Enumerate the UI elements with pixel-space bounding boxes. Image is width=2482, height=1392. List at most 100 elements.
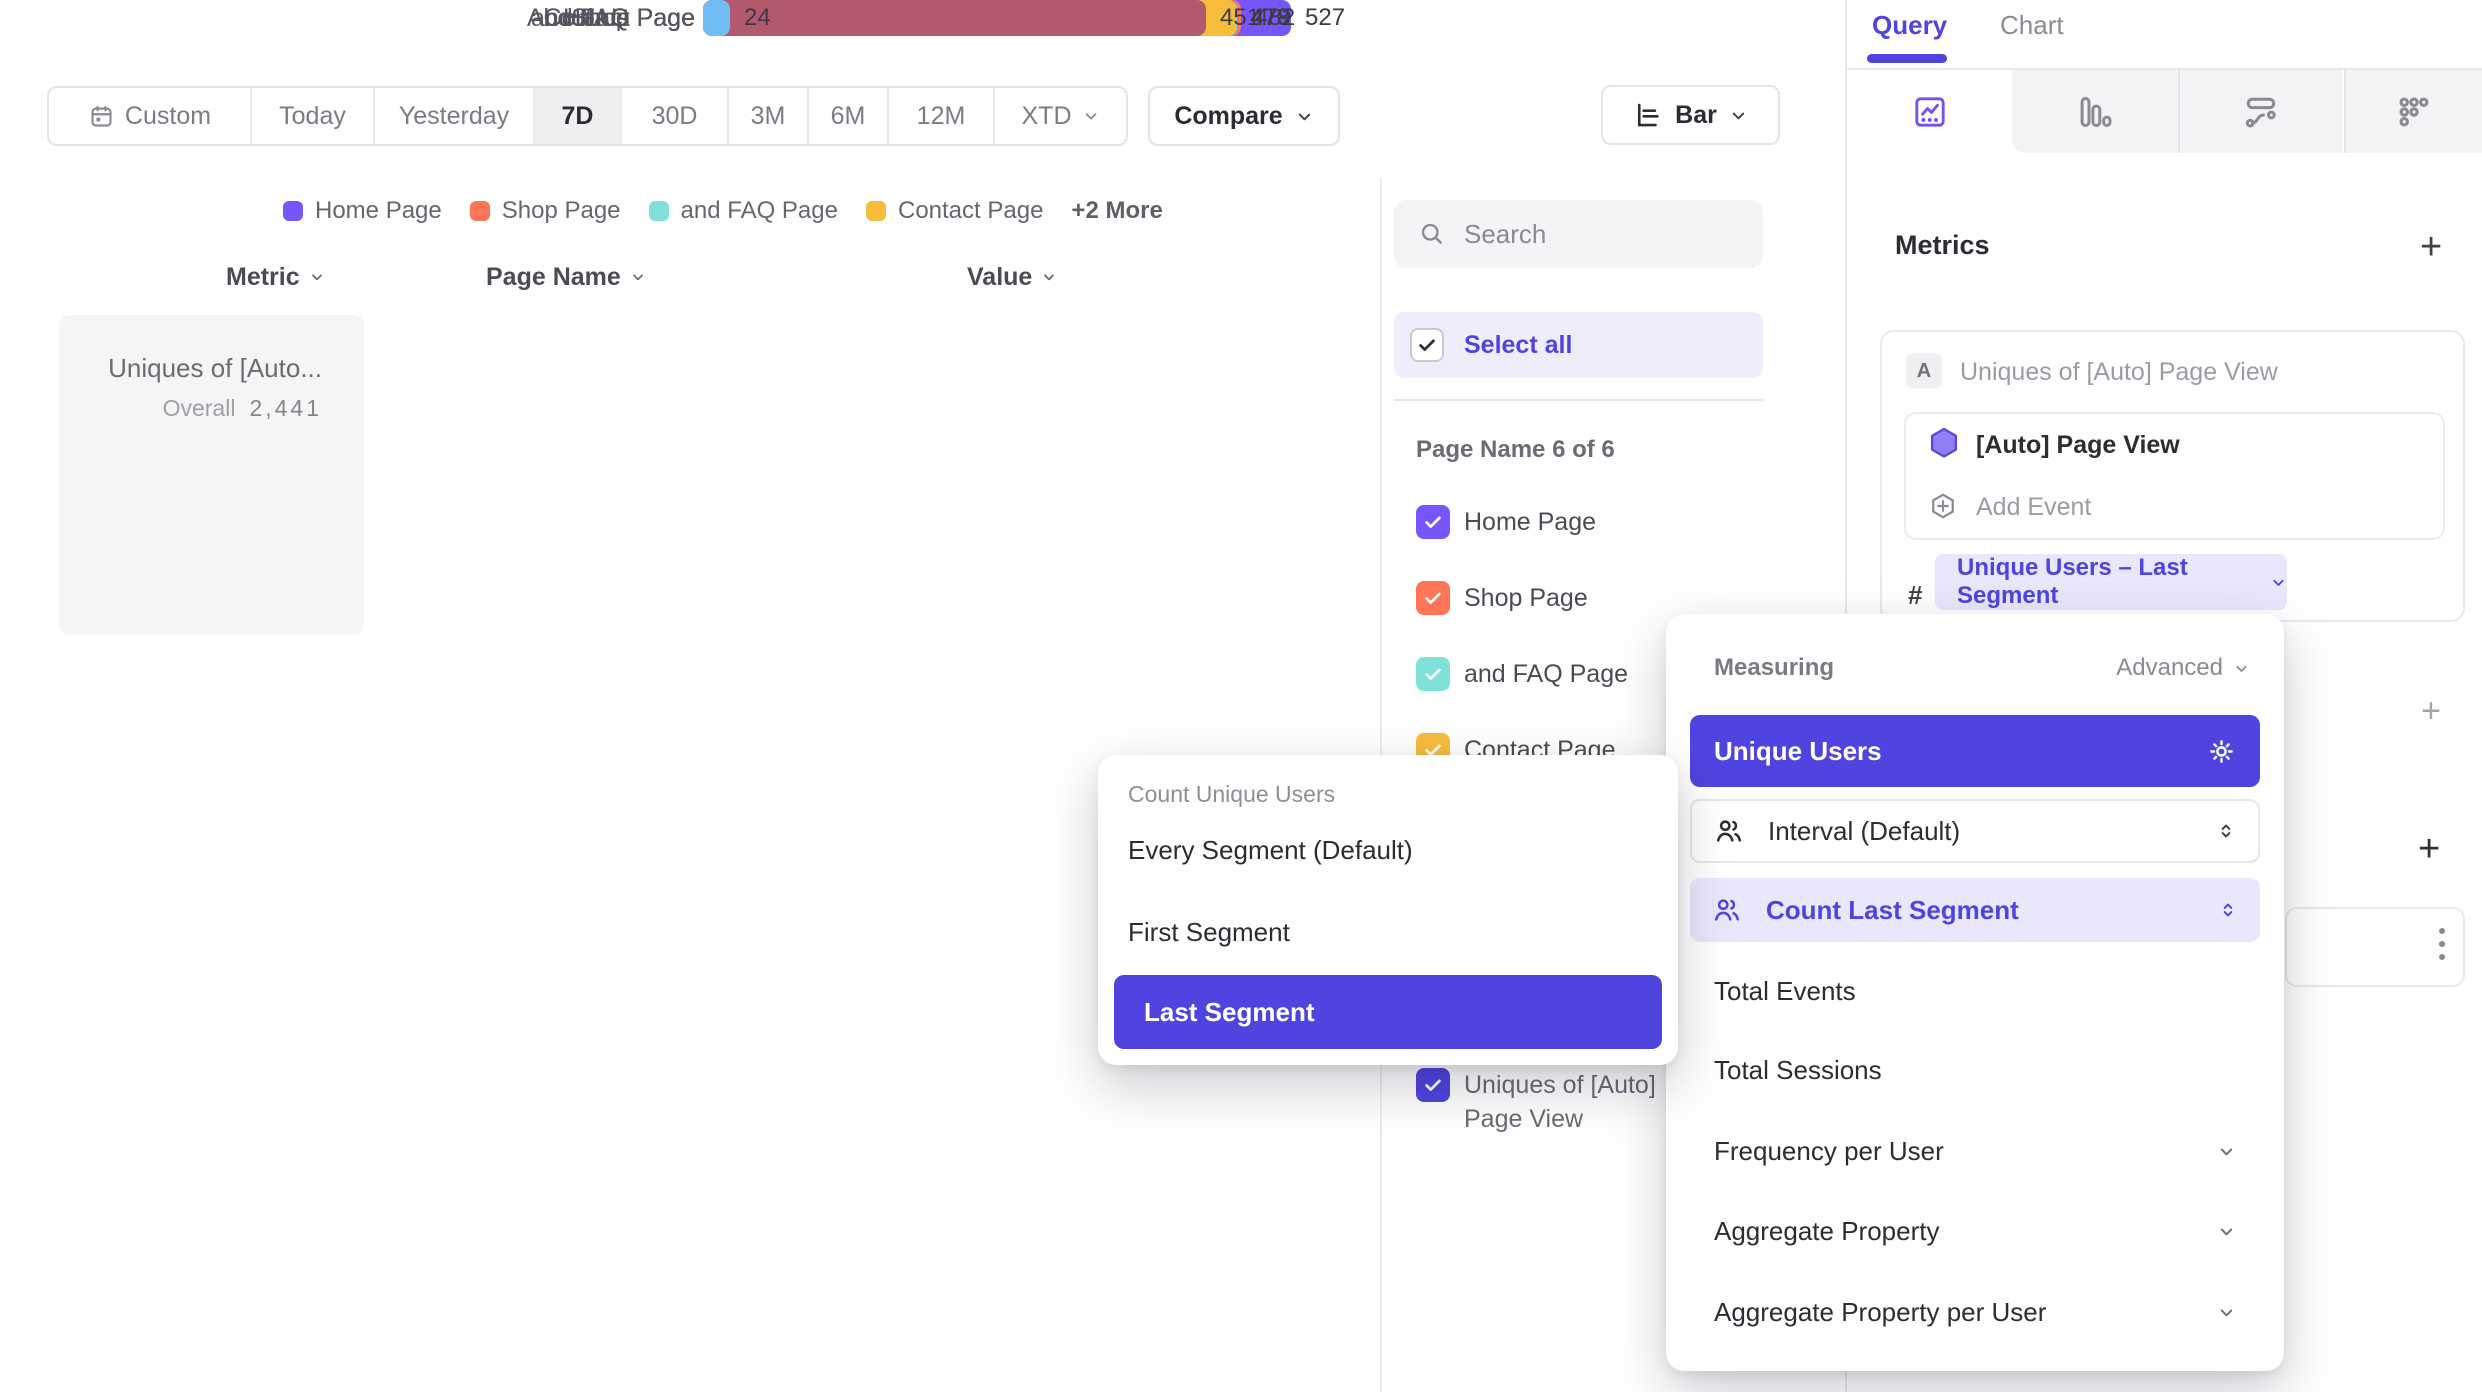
count-segment-label: Count Last Segment — [1766, 894, 2019, 925]
measure-option-total-sessions[interactable]: Total Sessions — [1714, 1055, 1882, 1085]
filter-item-home-page[interactable]: Home Page — [1416, 505, 1763, 539]
date-range-xtd[interactable]: XTD — [995, 88, 1126, 144]
legend-swatch — [469, 201, 490, 221]
bar-about-us-page[interactable] — [703, 0, 1206, 36]
table-row[interactable]: About Us Page 451 — [365, 0, 1395, 36]
charttype-tab-retention[interactable] — [2346, 70, 2482, 153]
interval-selector[interactable]: Interval (Default) — [1690, 799, 2260, 863]
up-down-chevrons-icon — [2221, 824, 2231, 838]
calendar-icon — [88, 103, 115, 130]
date-range-yesterday[interactable]: Yesterday — [375, 88, 535, 144]
measure-option-label: Unique Users — [1714, 735, 1882, 766]
retention-dots-icon — [2399, 97, 2429, 126]
breakdown-row-card[interactable] — [2285, 907, 2465, 987]
legend-label: Home Page — [315, 197, 442, 224]
date-range-label: 12M — [916, 101, 966, 130]
date-range-3m[interactable]: 3M — [729, 88, 809, 144]
chevron-down-icon — [1295, 107, 1314, 126]
measuring-title: Measuring — [1714, 654, 1835, 681]
chevron-down-icon — [2220, 1228, 2233, 1236]
tab-chart[interactable]: Chart — [2000, 10, 2064, 40]
row-category: Contact Page — [543, 4, 696, 32]
filter-item-uniques-metric[interactable]: Uniques of [Auto] Page View — [1416, 1068, 1716, 1136]
legend-item[interactable]: Contact Page — [865, 197, 1043, 225]
event-card[interactable]: [Auto] Page View Add Event — [1904, 412, 2445, 540]
date-range-today[interactable]: Today — [252, 88, 375, 144]
date-range-group: Custom Today Yesterday 7D 30D 3M 6M 12M … — [47, 86, 1128, 146]
filter-item-label: and FAQ Page — [1464, 659, 1629, 688]
bar-faq-page[interactable] — [703, 0, 730, 36]
segment-option-first[interactable]: First Segment — [1128, 917, 1290, 947]
up-down-chevrons-icon — [2223, 903, 2233, 917]
add-breakdown-button[interactable]: + — [2418, 828, 2441, 870]
tab-separator — [2178, 70, 2180, 153]
column-header-page-name[interactable]: Page Name — [486, 260, 646, 294]
measure-option-aggregate-property-per-user[interactable]: Aggregate Property per User — [1714, 1290, 2236, 1334]
date-range-6m[interactable]: 6M — [809, 88, 889, 144]
people-icon — [1715, 899, 1739, 921]
date-range-12m[interactable]: 12M — [889, 88, 995, 144]
legend-more[interactable]: +2 More — [1071, 197, 1162, 225]
legend-item[interactable]: and FAQ Page — [648, 197, 838, 225]
search-icon — [1418, 220, 1446, 248]
select-all-label: Select all — [1464, 330, 1573, 359]
metric-card[interactable]: A Uniques of [Auto] Page View [Auto] Pag… — [1880, 330, 2465, 622]
measure-option-aggregate-property[interactable]: Aggregate Property — [1714, 1209, 2236, 1253]
charttype-tab-flows[interactable] — [2180, 70, 2342, 153]
row-category: Home Page — [562, 4, 695, 32]
search-input[interactable]: Search — [1394, 200, 1763, 268]
advanced-toggle[interactable]: Advanced — [2116, 654, 2250, 682]
charttype-tab-funnels[interactable] — [2012, 70, 2178, 153]
checkbox-checked[interactable] — [1416, 581, 1450, 615]
more-options-icon[interactable] — [2439, 928, 2445, 960]
metric-badge: A — [1906, 353, 1942, 389]
people-icon — [1717, 820, 1741, 842]
compare-button[interactable]: Compare — [1148, 86, 1340, 146]
chevron-down-icon — [1044, 274, 1055, 281]
add-filter-button[interactable]: + — [2421, 692, 2441, 730]
funnel-bars-icon — [2080, 96, 2112, 127]
select-all-row[interactable]: Select all — [1394, 312, 1763, 378]
measure-option-frequency-per-user[interactable]: Frequency per User — [1714, 1129, 2236, 1173]
column-header-label: Metric — [226, 262, 300, 291]
row-category: FAQ Page — [579, 4, 695, 32]
measuring-menu: Measuring Advanced Unique Users Interval… — [1666, 614, 2284, 1371]
segment-menu-title: Count Unique Users — [1128, 781, 1336, 807]
legend-item[interactable]: Home Page — [283, 197, 442, 225]
add-metric-button[interactable]: + — [2420, 226, 2443, 268]
date-range-label: Yesterday — [398, 101, 510, 130]
active-tab-indicator — [1867, 54, 1947, 63]
legend-swatch — [283, 201, 303, 221]
column-header-value[interactable]: Value — [967, 260, 1057, 294]
flow-icon — [2245, 97, 2276, 127]
add-event-button[interactable]: Add Event — [1976, 493, 2092, 521]
row-value: 527 — [1305, 4, 1346, 31]
date-range-custom[interactable]: Custom — [49, 88, 252, 144]
chart-type-button[interactable]: Bar — [1601, 85, 1780, 145]
filter-item-shop-page[interactable]: Shop Page — [1416, 581, 1763, 615]
metric-summary-cell[interactable]: Uniques of [Auto... Overall 2,441 — [59, 315, 364, 635]
date-range-30d[interactable]: 30D — [622, 88, 729, 144]
filter-item-and-faq-page[interactable]: and FAQ Page — [1416, 657, 1763, 691]
select-all-checkbox[interactable] — [1410, 328, 1444, 362]
charttype-tab-insights[interactable] — [1847, 70, 2012, 153]
event-name[interactable]: [Auto] Page View — [1976, 431, 2180, 459]
measure-option-unique-users[interactable]: Unique Users — [1690, 715, 2260, 787]
measure-option-total-events[interactable]: Total Events — [1714, 976, 1856, 1006]
count-segment-selector[interactable]: Count Last Segment — [1690, 878, 2260, 942]
gear-icon[interactable] — [2207, 737, 2236, 766]
column-header-metric[interactable]: Metric — [226, 260, 325, 294]
table-row[interactable]: FAQ Page 24 — [365, 0, 1395, 36]
measure-selector[interactable]: Unique Users – Last Segment — [1935, 554, 2287, 610]
legend-item[interactable]: Shop Page — [469, 197, 621, 225]
count-segment-menu: Count Unique Users Every Segment (Defaul… — [1098, 755, 1678, 1065]
checkbox-checked[interactable] — [1416, 1068, 1450, 1102]
interval-label: Interval (Default) — [1768, 815, 1961, 846]
date-range-7d[interactable]: 7D — [535, 88, 622, 144]
tab-query[interactable]: Query — [1872, 10, 1948, 40]
segment-option-last-selected[interactable]: Last Segment — [1114, 975, 1662, 1049]
checkbox-checked[interactable] — [1416, 505, 1450, 539]
column-header-label: Value — [967, 262, 1033, 291]
segment-option-every[interactable]: Every Segment (Default) — [1128, 835, 1413, 865]
checkbox-checked[interactable] — [1416, 657, 1450, 691]
